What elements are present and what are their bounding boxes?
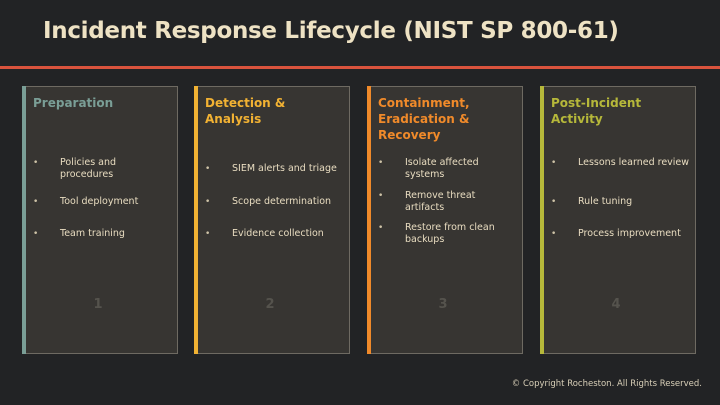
bullet-icon: • — [551, 229, 557, 239]
bullet-icon: • — [33, 229, 39, 239]
bullet-icon: • — [33, 197, 39, 207]
phase-number: 3 — [438, 297, 448, 312]
phase-heading: Preparation — [33, 96, 114, 110]
phase-card-post-incident: Post-Incident Activity • Lessons learned … — [540, 86, 696, 354]
card-accent-bar — [367, 86, 371, 354]
bullet-icon: • — [205, 229, 211, 239]
bullet-icon: • — [33, 158, 39, 168]
phase-card-containment: Containment, Eradication & Recovery • Iso… — [367, 86, 523, 354]
bullet-icon: • — [378, 191, 384, 201]
phase-heading: Post-Incident Activity — [551, 96, 642, 126]
bullet-icon: • — [378, 158, 384, 168]
slide-title: Incident Response Lifecycle (NIST SP 800… — [43, 18, 619, 44]
phase-heading: Detection & Analysis — [205, 96, 286, 126]
bullet-icon: • — [551, 158, 557, 168]
phase-number: 4 — [611, 297, 621, 312]
title-divider — [0, 66, 720, 69]
phase-heading: Containment, Eradication & Recovery — [378, 96, 470, 142]
phase-card-detection: Detection & Analysis • SIEM alerts and tr… — [194, 86, 350, 354]
copyright-footer: © Copyright Rocheston. All Rights Reserv… — [511, 379, 702, 389]
bullet-icon: • — [205, 197, 211, 207]
card-accent-bar — [194, 86, 198, 354]
bullet-icon: • — [378, 223, 384, 233]
bullet-icon: • — [551, 197, 557, 207]
card-accent-bar — [22, 86, 26, 354]
phase-number: 1 — [93, 297, 103, 312]
card-accent-bar — [540, 86, 544, 354]
phase-card-preparation: Preparation • Policies and procedures • To… — [22, 86, 178, 354]
phase-number: 2 — [265, 297, 275, 312]
bullet-icon: • — [205, 164, 211, 174]
